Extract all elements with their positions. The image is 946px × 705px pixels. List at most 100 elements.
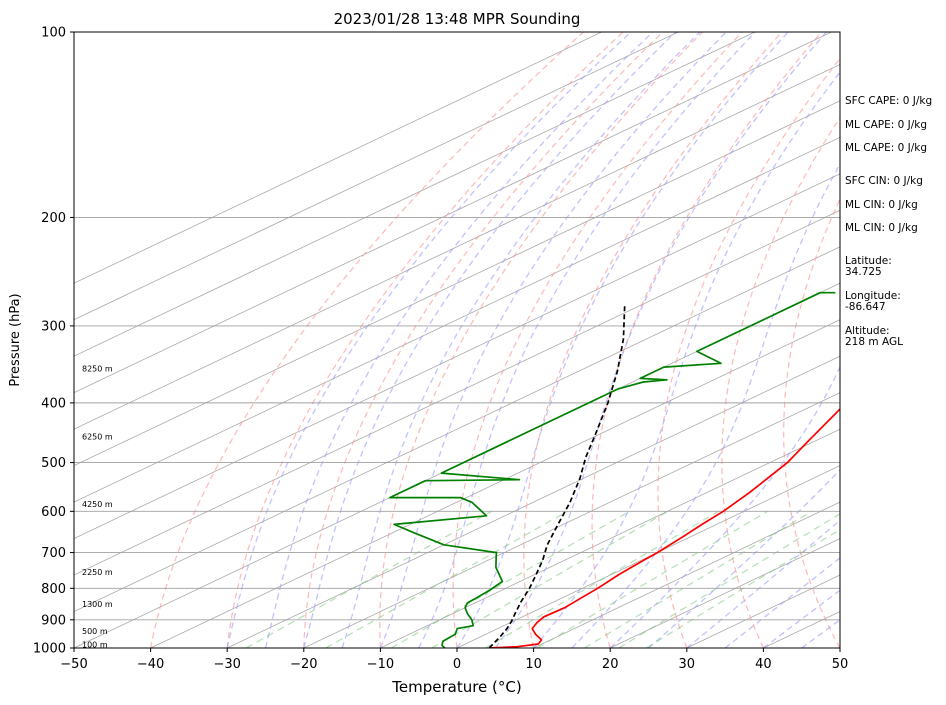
x-axis-ticks: −50 −40 −30 −20 −10 0 10 20 30 40 50	[60, 648, 848, 672]
moist-adiabat-line	[226, 32, 632, 648]
y-axis-label: Pressure (hPa)	[8, 293, 23, 386]
moist-adiabat-line	[724, 557, 840, 648]
isotherm-line	[533, 501, 840, 648]
isotherm-line	[74, 209, 840, 576]
moist-adiabat-line	[763, 589, 840, 648]
height-labels: 100 m 500 m 1300 m 2250 m 4250 m 6250 m 8250 m	[82, 365, 113, 650]
plot-frame	[73, 31, 841, 649]
info-text: 34.725	[845, 266, 882, 278]
x-tick-label: 20	[602, 657, 619, 672]
isotherm-line	[150, 319, 840, 648]
mixing-ratio-line	[390, 510, 630, 648]
height-label: 6250 m	[82, 432, 113, 441]
info-text: ML CIN: 0 J/kg	[845, 222, 918, 234]
info-text: ML CAPE: 0 J/kg	[845, 119, 927, 131]
y-tick-label: 800	[41, 582, 66, 597]
temperature-line	[489, 407, 840, 648]
isotherm-line	[74, 173, 840, 540]
y-axis-ticks: 100 200 300 400 500 600 700 800 900 1000	[33, 26, 74, 657]
height-label: 8250 m	[82, 365, 113, 374]
dry-adiabat-line	[523, 32, 783, 648]
dewpoint-line	[388, 291, 836, 648]
isotherm-line	[303, 392, 840, 648]
info-text: -86.647	[845, 301, 886, 313]
isotherm-line	[74, 32, 755, 357]
dry-adiabat-line	[150, 32, 584, 648]
x-tick-label: 10	[525, 657, 542, 672]
isotherm-line	[227, 355, 840, 648]
isotherm-line	[74, 100, 840, 467]
mixing-ratio-line	[646, 528, 840, 648]
dry-adiabat-line	[379, 32, 703, 648]
info-text: SFC CAPE: 0 J/kg	[845, 95, 932, 107]
info-text: ML CAPE: 0 J/kg	[845, 142, 927, 154]
height-label: 1300 m	[82, 600, 113, 609]
height-label: 4250 m	[82, 500, 113, 509]
isobar-grid	[74, 32, 840, 648]
chart-title: 2023/01/28 13:48 MPR Sounding	[334, 10, 581, 28]
dry-adiabat-line	[657, 57, 840, 648]
moist-adiabat-line	[341, 32, 701, 648]
moist-adiabat-line	[379, 32, 727, 648]
y-tick-label: 500	[41, 456, 66, 471]
y-tick-label: 200	[41, 211, 66, 226]
y-tick-label: 900	[41, 613, 66, 628]
isotherm-line	[74, 32, 679, 321]
info-text: 218 m AGL	[845, 336, 903, 348]
x-tick-label: 50	[832, 657, 849, 672]
dry-adiabat-line	[783, 197, 840, 648]
y-tick-label: 100	[41, 26, 66, 41]
info-text: ML CIN: 0 J/kg	[845, 199, 918, 211]
mixing-ratio-line	[485, 510, 719, 648]
moist-adiabat-line	[571, 162, 840, 648]
info-text: Longitude:	[845, 290, 901, 302]
isotherm-line	[456, 465, 840, 648]
x-tick-label: 0	[453, 657, 461, 672]
isotherm-line	[610, 538, 840, 648]
moist-adiabat-line	[456, 32, 789, 648]
x-tick-label: −40	[137, 657, 164, 672]
dry-adiabat-line	[303, 32, 664, 648]
isotherm-line	[74, 32, 602, 284]
mixing-ratio-line	[584, 510, 813, 648]
isotherm-line	[74, 63, 840, 430]
dry-adiabat-line	[226, 32, 624, 648]
x-tick-label: −10	[367, 657, 394, 672]
y-tick-label: 700	[41, 546, 66, 561]
x-axis-label: Temperature (°C)	[391, 678, 521, 696]
moist-adiabat-line	[494, 32, 827, 648]
background-lines	[74, 32, 840, 648]
x-tick-label: 30	[679, 657, 696, 672]
info-text: Altitude:	[845, 325, 890, 337]
x-tick-label: −30	[213, 657, 240, 672]
info-text: Latitude:	[845, 255, 892, 267]
dry-adiabat-line	[721, 116, 840, 648]
y-tick-label: 600	[41, 505, 66, 520]
x-tick-label: 40	[755, 657, 772, 672]
info-text: SFC CIN: 0 J/kg	[845, 175, 923, 187]
moist-adiabat-line	[609, 365, 840, 648]
moist-adiabat-line	[264, 32, 654, 648]
sounding-info-panel: SFC CAPE: 0 J/kg ML CAPE: 0 J/kg ML CAPE: …	[845, 95, 932, 348]
mixing-ratio-line	[431, 510, 669, 648]
dry-adiabat-line	[591, 32, 822, 648]
parcel-path-line	[488, 305, 626, 648]
moist-adiabat-line	[648, 469, 840, 648]
isotherm-line	[74, 246, 840, 612]
y-tick-label: 300	[41, 319, 66, 334]
dry-adiabat-line	[452, 32, 743, 648]
isotherm-line	[74, 282, 840, 648]
x-tick-label: −20	[290, 657, 317, 672]
isotherm-line	[380, 428, 840, 648]
height-label: 100 m	[82, 641, 108, 650]
profile-lines	[388, 291, 840, 648]
height-label: 2250 m	[82, 568, 113, 577]
isotherm-line	[74, 136, 840, 503]
x-tick-label: −50	[60, 657, 87, 672]
y-tick-label: 1000	[33, 642, 66, 657]
height-label: 500 m	[82, 627, 108, 636]
y-tick-label: 400	[41, 396, 66, 411]
isotherm-line	[74, 32, 832, 394]
moist-adiabat-line	[303, 32, 677, 648]
